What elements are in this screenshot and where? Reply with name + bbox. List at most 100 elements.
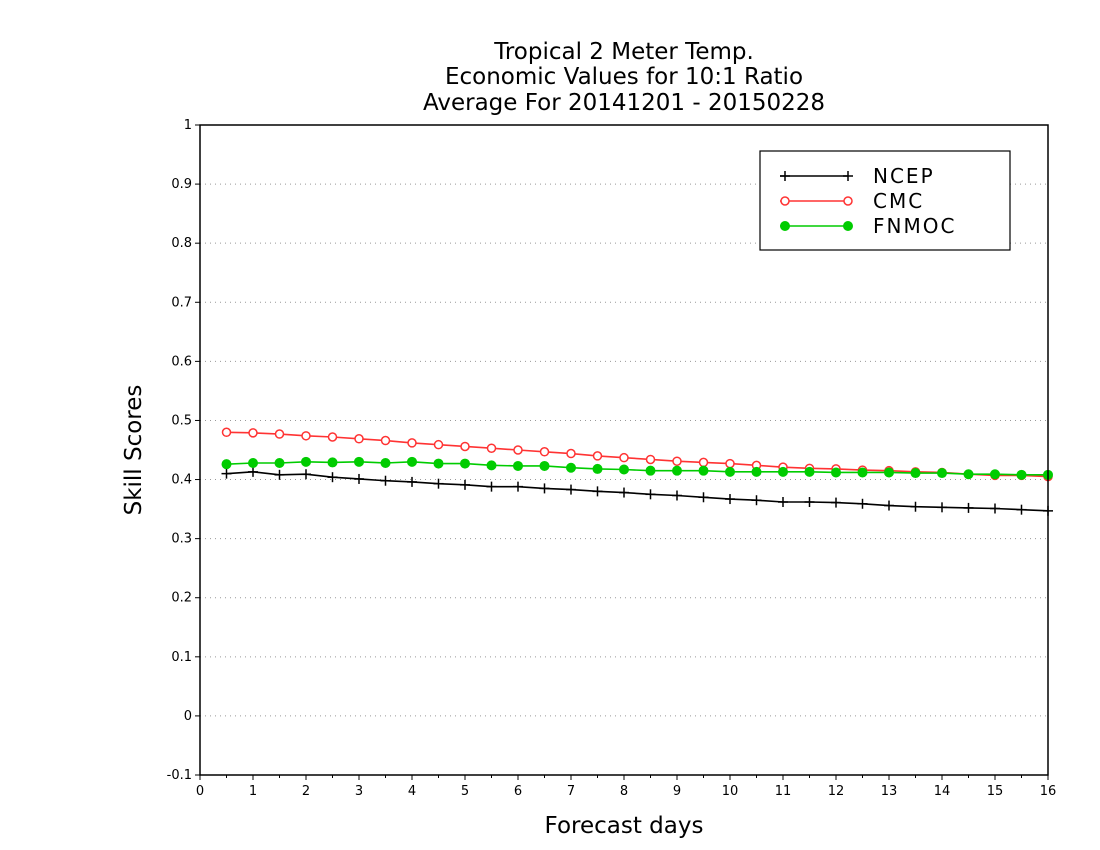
data-point-cmc xyxy=(380,435,391,446)
data-point-ncep xyxy=(380,475,391,486)
data-point-ncep xyxy=(857,498,868,509)
data-point-ncep xyxy=(831,497,841,508)
data-point-ncep xyxy=(513,481,523,492)
legend-marker xyxy=(843,196,853,206)
data-point-fnmoc xyxy=(566,462,576,473)
legend-marker xyxy=(780,171,790,181)
data-point-ncep xyxy=(274,469,285,480)
data-point-fnmoc xyxy=(645,465,656,476)
series-line-ncep xyxy=(226,471,1049,512)
y-tick-label: 0.6 xyxy=(171,354,192,369)
data-point-ncep xyxy=(937,502,947,513)
data-point-fnmoc xyxy=(221,459,232,470)
legend-label: NCEP xyxy=(873,164,935,188)
data-point-ncep xyxy=(672,490,682,501)
data-point-ncep xyxy=(804,497,815,507)
data-point-cmc xyxy=(566,448,576,459)
y-tick-label: 0.3 xyxy=(171,532,192,547)
data-point-fnmoc xyxy=(963,469,974,480)
x-tick-label: 10 xyxy=(722,784,739,799)
x-tick-label: 0 xyxy=(196,784,204,799)
x-tick-label: 1 xyxy=(249,784,257,799)
data-point-cmc xyxy=(301,431,311,441)
data-point-cmc xyxy=(645,454,656,465)
data-point-fnmoc xyxy=(433,458,444,469)
data-point-ncep xyxy=(566,484,576,495)
series-line-fnmoc xyxy=(226,461,1048,476)
data-point-ncep xyxy=(645,489,656,500)
data-point-ncep xyxy=(221,468,232,479)
y-tick-label: 0.2 xyxy=(171,591,192,606)
legend-marker xyxy=(843,171,853,181)
x-tick-label: 15 xyxy=(987,784,1004,799)
y-tick-label: 0.4 xyxy=(171,473,192,488)
y-tick-label: 0 xyxy=(184,709,192,724)
data-point-fnmoc xyxy=(831,467,841,478)
data-point-fnmoc xyxy=(539,460,550,471)
x-tick-label: 2 xyxy=(302,784,310,799)
data-point-ncep xyxy=(1016,504,1027,515)
axis-ticks: -0.100.10.20.30.40.50.60.70.80.910 1 2 3 4 5 6… xyxy=(167,118,1057,799)
data-point-fnmoc xyxy=(857,467,868,478)
title-line-1: Tropical 2 Meter Temp. xyxy=(493,39,754,65)
data-point-cmc xyxy=(486,443,497,453)
legend-marker xyxy=(780,221,790,231)
data-point-cmc xyxy=(221,427,232,438)
data-point-cmc xyxy=(672,456,682,466)
title-line-2: Economic Values for 10:1 Ratio xyxy=(445,64,803,90)
data-point-fnmoc xyxy=(672,465,682,476)
data-point-fnmoc xyxy=(460,458,470,469)
legend-item-ncep: NCEP xyxy=(780,164,935,188)
series-fnmoc xyxy=(221,456,1053,480)
data-point-ncep xyxy=(725,494,735,505)
data-point-cmc xyxy=(698,457,709,468)
x-axis-label: Forecast days xyxy=(545,813,704,839)
data-point-fnmoc xyxy=(380,458,391,468)
legend-item-cmc: CMC xyxy=(780,189,922,213)
data-point-cmc xyxy=(407,438,417,448)
data-point-ncep xyxy=(460,479,470,490)
x-tick-label: 9 xyxy=(673,784,681,799)
series xyxy=(221,427,1053,516)
data-point-cmc xyxy=(327,432,338,442)
x-tick-label: 14 xyxy=(934,784,951,799)
x-tick-label: 11 xyxy=(775,784,792,799)
x-tick-label: 6 xyxy=(514,784,522,799)
title-line-3: Average For 20141201 - 20150228 xyxy=(423,90,825,116)
y-axis-label: Skill Scores xyxy=(121,385,147,516)
data-point-fnmoc xyxy=(486,460,497,471)
data-point-ncep xyxy=(698,492,709,503)
data-point-ncep xyxy=(354,473,364,484)
data-point-ncep xyxy=(248,466,258,477)
data-point-cmc xyxy=(433,439,444,450)
chart-title: Tropical 2 Meter Temp. Economic Values f… xyxy=(423,39,825,116)
legend-item-fnmoc: FNMOC xyxy=(780,214,954,238)
data-point-cmc xyxy=(592,451,603,461)
x-tick-label: 12 xyxy=(828,784,845,799)
data-point-fnmoc xyxy=(327,457,338,468)
data-point-fnmoc xyxy=(725,466,735,477)
x-tick-label: 7 xyxy=(567,784,575,799)
data-point-fnmoc xyxy=(354,456,364,467)
data-point-cmc xyxy=(460,441,470,452)
data-point-fnmoc xyxy=(1016,469,1027,480)
data-point-fnmoc xyxy=(910,468,921,479)
y-tick-label: 0.7 xyxy=(171,295,192,310)
y-tick-label: 1 xyxy=(184,118,192,133)
data-point-ncep xyxy=(486,481,497,492)
series-ncep xyxy=(221,466,1053,516)
data-point-cmc xyxy=(513,445,523,455)
data-point-fnmoc xyxy=(698,465,709,476)
data-point-cmc xyxy=(354,434,364,444)
data-point-fnmoc xyxy=(804,466,815,477)
data-point-cmc xyxy=(274,429,285,439)
x-tick-label: 16 xyxy=(1040,784,1057,799)
x-tick-label: 3 xyxy=(355,784,363,799)
data-point-ncep xyxy=(778,497,788,507)
data-point-ncep xyxy=(407,476,417,487)
plot-frame xyxy=(199,124,1049,776)
y-tick-label: 0.9 xyxy=(171,177,192,192)
data-point-ncep xyxy=(963,502,974,513)
